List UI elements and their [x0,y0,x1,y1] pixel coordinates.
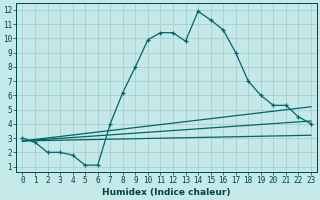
X-axis label: Humidex (Indice chaleur): Humidex (Indice chaleur) [102,188,231,197]
